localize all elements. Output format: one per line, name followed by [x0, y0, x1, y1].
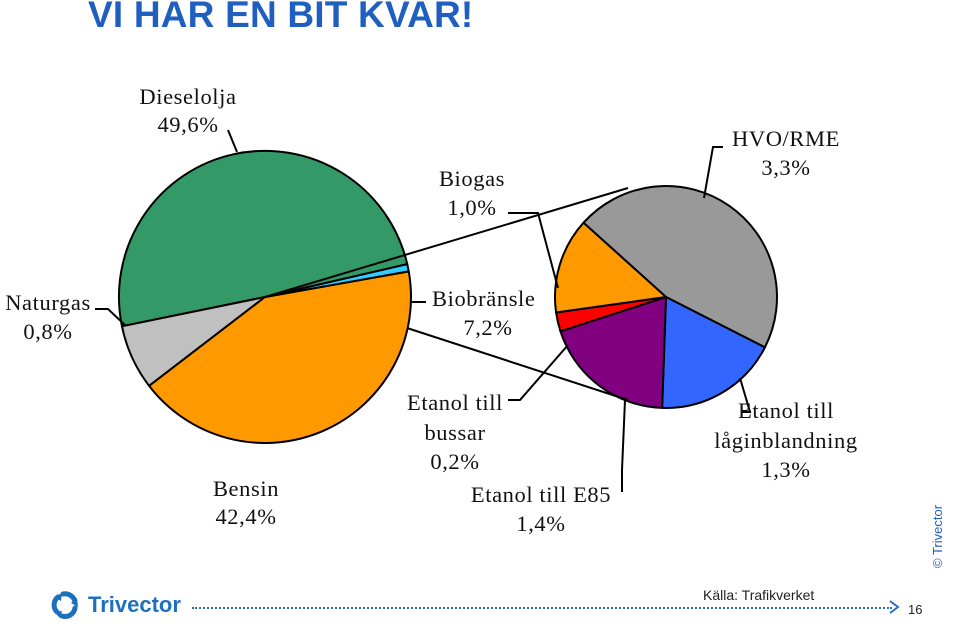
slice-hvo-rme	[582, 185, 778, 349]
leader-biogas	[508, 212, 559, 289]
breakout-pie	[554, 185, 778, 409]
label-bensin-value: 42,4%	[215, 504, 276, 529]
label-biogas-value: 1,0%	[447, 195, 496, 220]
slice-etanol-till-laginblandning	[661, 296, 766, 409]
label-naturgas-name: Naturgas	[5, 290, 91, 315]
label-etanol-e85-name: Etanol till E85	[471, 482, 611, 507]
label-hvo-rme-name: HVO/RME	[732, 126, 840, 151]
logo-wordmark: Trivector	[88, 592, 181, 617]
leader-etanol-laginblandning	[739, 377, 752, 413]
label-etanol-laginblandning-line2: låginblandning	[714, 428, 857, 453]
label-etanol-laginblandning-line1: Etanol till	[738, 398, 834, 423]
leader-naturgas	[95, 308, 127, 327]
label-etanol-e85-value: 1,4%	[516, 511, 565, 536]
source-citation: Källa: Trafikverket	[703, 587, 815, 603]
label-hvo-rme-value: 3,3%	[761, 155, 810, 180]
label-dieselolja-value: 49,6%	[157, 112, 218, 137]
footer-divider	[192, 607, 892, 609]
label-etanol-laginblandning-value: 1,3%	[761, 457, 810, 482]
connector-line-bottom	[406, 327, 629, 401]
label-etanol-bussar-line1: Etanol till	[407, 390, 503, 415]
connector-line-top	[264, 187, 629, 298]
main-pie	[117, 149, 412, 444]
recycle-arrows-icon	[51, 591, 78, 619]
slice-etanol-till-e85	[559, 296, 667, 409]
slice-dieselolja	[117, 149, 409, 328]
label-naturgas-value: 0,8%	[23, 319, 72, 344]
leader-etanol-bussar	[508, 344, 569, 401]
label-etanol-bussar-line2: bussar	[424, 420, 485, 445]
label-bensin-name: Bensin	[213, 476, 279, 501]
label-biogas-name: Biogas	[439, 166, 505, 191]
leader-etanol-e85	[621, 399, 626, 492]
slice-bensin	[148, 270, 412, 444]
label-dieselolja-name: Dieselolja	[139, 84, 236, 109]
slide-title: VI HAR EN BIT KVAR!	[88, 0, 474, 35]
leader-dieselolja	[227, 129, 238, 153]
trivector-logo: Trivector	[48, 588, 181, 622]
label-biobransle-name: Biobränsle	[432, 286, 535, 311]
chevron-right-icon	[889, 600, 900, 614]
label-biobransle-value: 7,2%	[463, 315, 512, 340]
slice-biogas	[554, 221, 667, 314]
page-number: 16	[908, 602, 923, 617]
label-etanol-bussar-value: 0,2%	[430, 449, 479, 474]
copyright-notice: © Trivector	[930, 504, 945, 568]
slice-naturgas	[264, 263, 410, 298]
leader-hvo-rme	[703, 146, 723, 199]
